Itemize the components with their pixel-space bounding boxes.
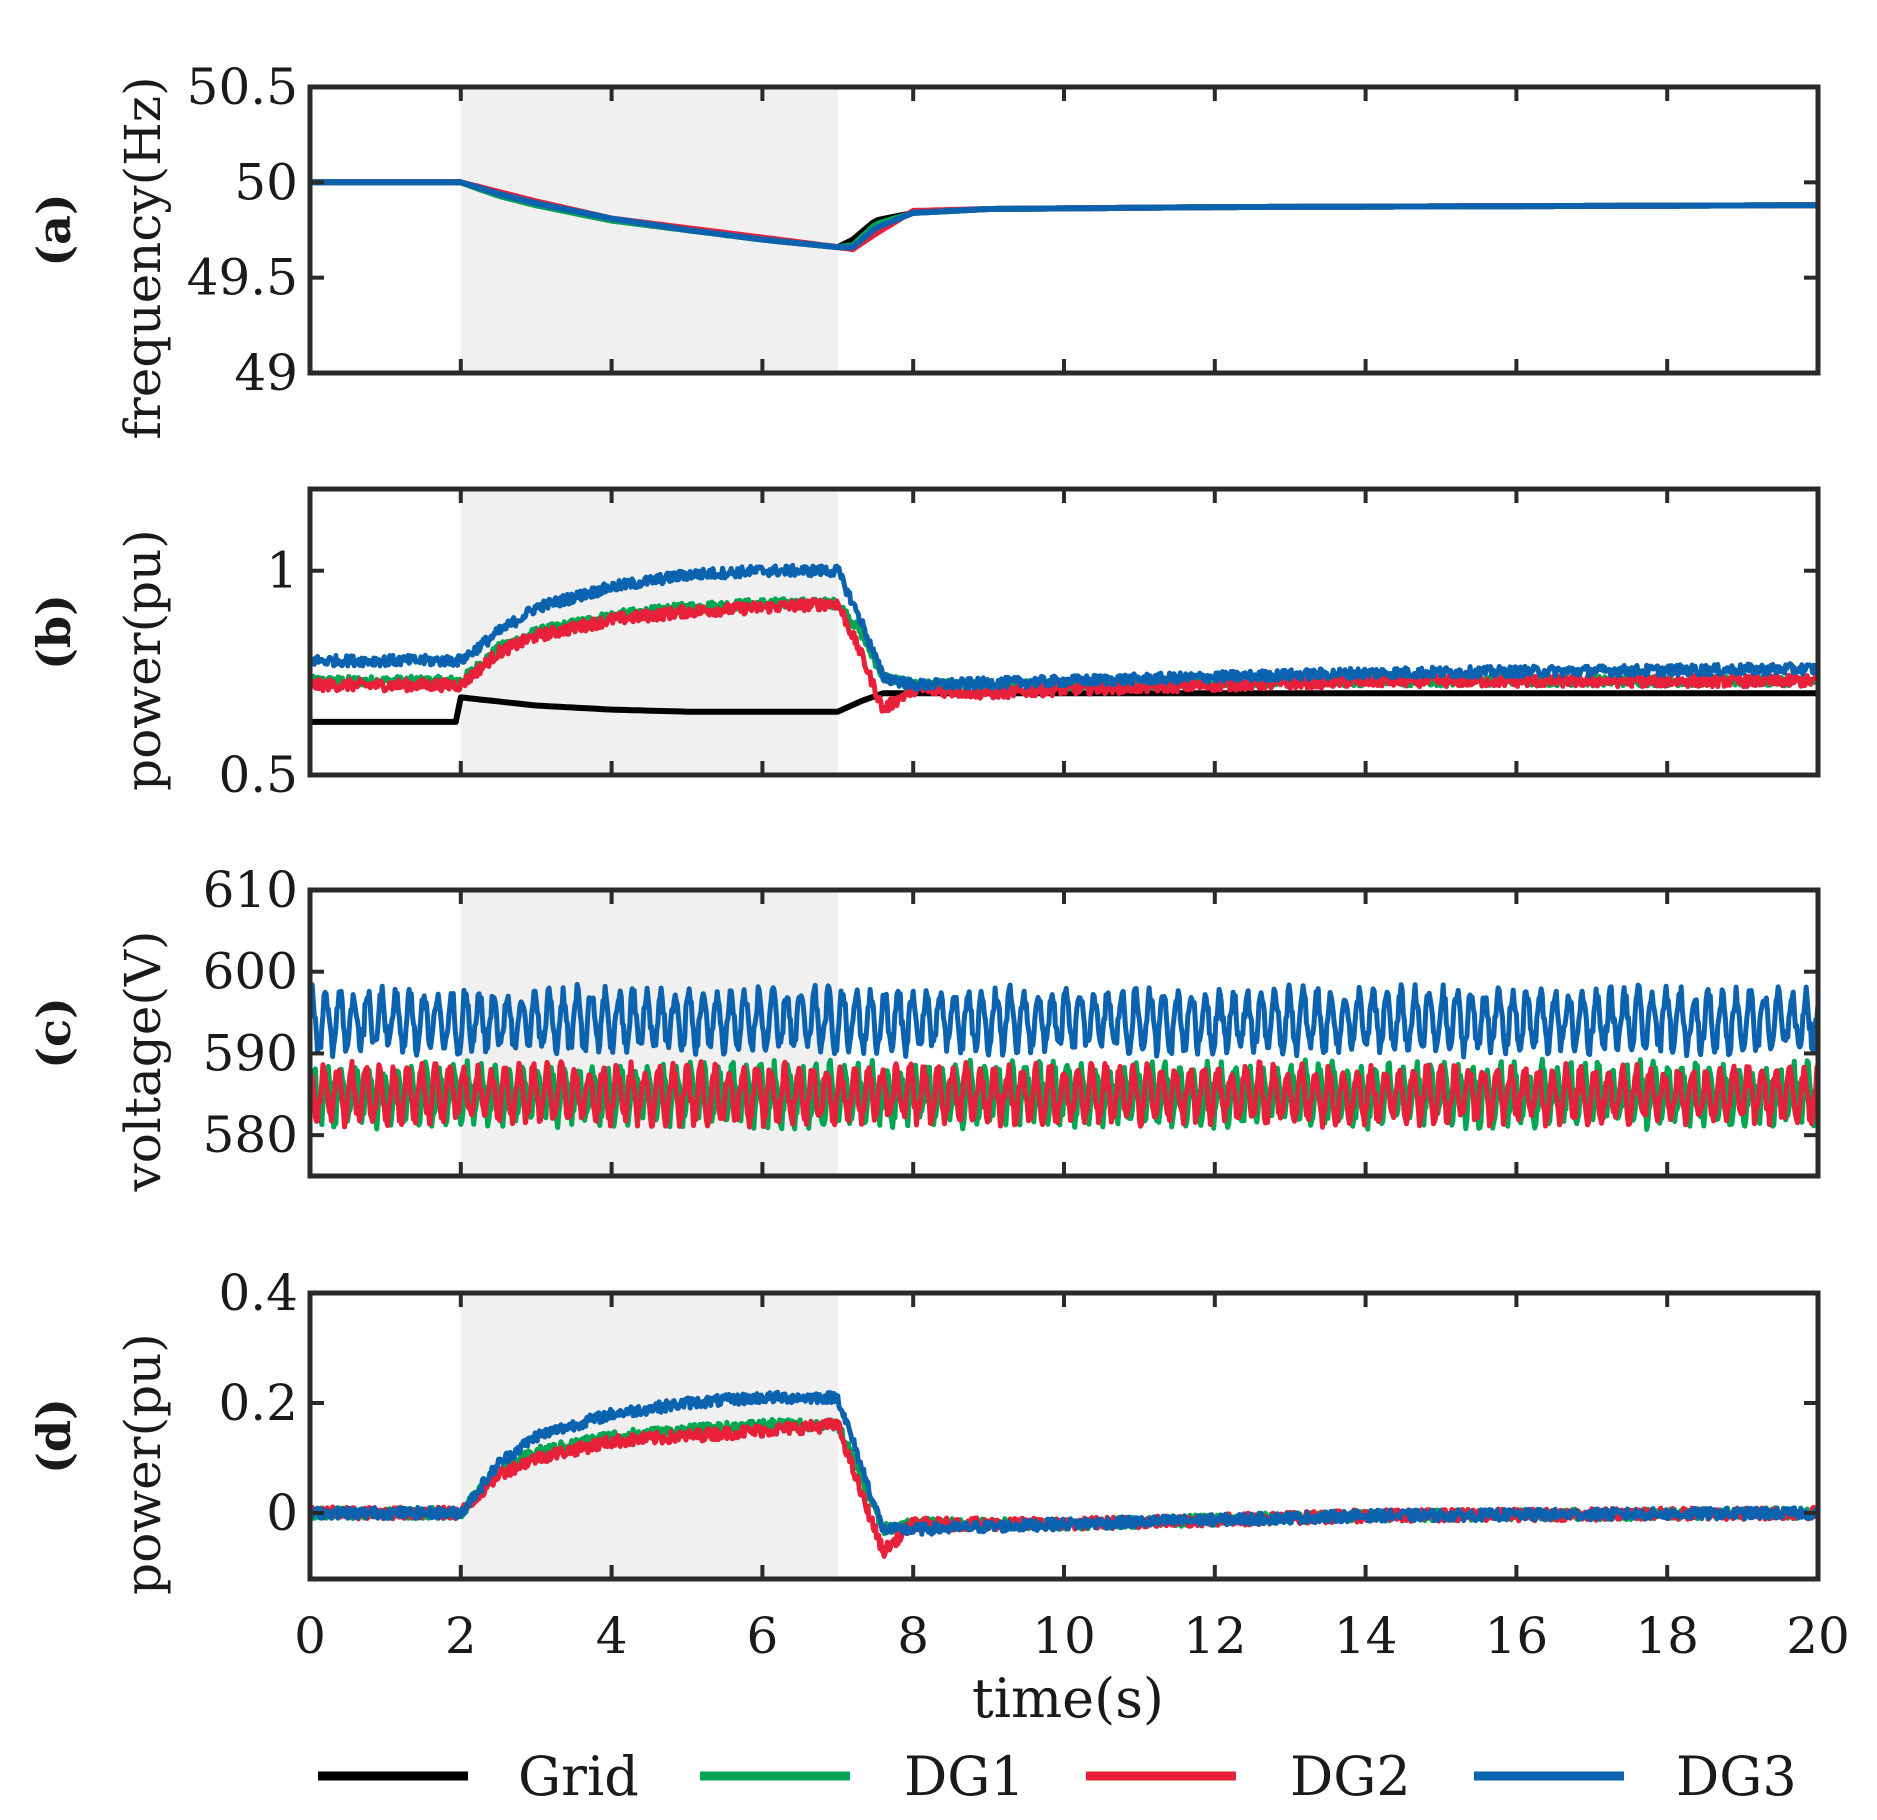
panel-b-lines bbox=[307, 562, 1821, 725]
x-tick-label: 16 bbox=[1485, 1607, 1549, 1665]
legend: Grid DG1 DG2 DG3 bbox=[318, 1745, 1797, 1808]
panel-c-ticks bbox=[308, 888, 1820, 1176]
panel-b-ticks bbox=[308, 489, 1820, 777]
panel-a-y-tick-labels: 49 49.5 50 50.5 bbox=[187, 58, 298, 402]
panel-b-y-tick-labels: 0.5 1 bbox=[218, 542, 298, 804]
panel-a-ylabel: frequency(Hz) bbox=[114, 76, 172, 439]
x-tick-label: 10 bbox=[1032, 1607, 1096, 1665]
panel-a-y-tick-label: 49 bbox=[234, 344, 298, 402]
panel-b-y-tick-label: 0.5 bbox=[218, 746, 298, 804]
panel-d-ticks bbox=[308, 1291, 1820, 1579]
panel-a-shaded-region bbox=[460, 87, 838, 373]
panel-a-lines bbox=[310, 179, 1818, 253]
x-axis-label: time(s) bbox=[972, 1667, 1164, 1730]
series-line-b-dg3 bbox=[308, 562, 1821, 692]
panel-a-y-tick-label: 50 bbox=[234, 153, 298, 211]
panel-b-ylabel: power(pu) bbox=[114, 529, 172, 791]
x-tick-label: 12 bbox=[1183, 1607, 1247, 1665]
series-line-c-dg1 bbox=[307, 1056, 1821, 1132]
legend-label-dg3: DG3 bbox=[1676, 1745, 1797, 1808]
x-tick-labels: 0 2 4 6 8 10 12 14 16 18 20 bbox=[294, 1607, 1850, 1665]
panel-c: 580 590 600 610 voltage(V) (c) bbox=[27, 861, 1821, 1193]
panel-c-lines bbox=[307, 981, 1821, 1132]
panel-d-letter: (d) bbox=[27, 1398, 81, 1474]
panel-a-y-tick-label: 49.5 bbox=[187, 249, 298, 307]
panel-a: 49 49.5 50 50.5 frequency(Hz) (a) bbox=[27, 58, 1821, 440]
panel-c-ylabel: voltage(V) bbox=[114, 931, 172, 1193]
panel-c-y-tick-label: 610 bbox=[203, 861, 298, 919]
series-line-c-dg2 bbox=[307, 1058, 1821, 1130]
series-line-c-dg3 bbox=[307, 981, 1821, 1060]
panel-a-y-tick-label: 50.5 bbox=[187, 58, 298, 116]
x-tick-label: 8 bbox=[897, 1607, 929, 1665]
panel-c-y-tick-label: 600 bbox=[203, 943, 298, 1001]
panel-b-y-tick-label: 1 bbox=[266, 542, 298, 600]
panel-d-y-tick-labels: 0 0.2 0.4 bbox=[218, 1264, 298, 1542]
series-line-a-dg3 bbox=[310, 179, 1818, 251]
legend-entry-dg2: DG2 bbox=[1086, 1745, 1411, 1808]
legend-entry-dg3: DG3 bbox=[1474, 1745, 1797, 1808]
legend-entry-grid: Grid bbox=[318, 1745, 639, 1808]
panel-d-ylabel: power(pu) bbox=[114, 1333, 172, 1595]
x-tick-label: 4 bbox=[596, 1607, 628, 1665]
panel-d-y-tick-label: 0 bbox=[266, 1484, 298, 1542]
panel-a-letter: (a) bbox=[27, 193, 81, 266]
panel-a-ticks bbox=[308, 85, 1820, 375]
panel-d-y-tick-label: 0.4 bbox=[218, 1264, 298, 1322]
x-tick-label: 2 bbox=[445, 1607, 477, 1665]
panel-c-y-tick-label: 590 bbox=[203, 1024, 298, 1082]
panel-c-y-tick-labels: 580 590 600 610 bbox=[203, 861, 298, 1164]
x-tick-label: 14 bbox=[1334, 1607, 1398, 1665]
panel-d-y-tick-label: 0.2 bbox=[218, 1374, 298, 1432]
x-tick-label: 20 bbox=[1786, 1607, 1850, 1665]
panel-c-letter: (c) bbox=[27, 997, 81, 1069]
series-line-d-dg3 bbox=[307, 1389, 1821, 1537]
panel-b-letter: (b) bbox=[27, 594, 81, 670]
panel-d-lines bbox=[307, 1389, 1821, 1559]
x-tick-label: 6 bbox=[746, 1607, 778, 1665]
panel-c-y-tick-label: 580 bbox=[203, 1106, 298, 1164]
x-tick-label: 0 bbox=[294, 1607, 326, 1665]
panel-b: 0.5 1 power(pu) (b) bbox=[27, 486, 1821, 804]
legend-entry-dg1: DG1 bbox=[700, 1745, 1025, 1808]
legend-label-dg2: DG2 bbox=[1290, 1745, 1411, 1808]
panel-b-shaded-region bbox=[460, 489, 838, 775]
legend-label-grid: Grid bbox=[518, 1745, 639, 1808]
legend-label-dg1: DG1 bbox=[904, 1745, 1025, 1808]
x-tick-label: 18 bbox=[1635, 1607, 1699, 1665]
panel-d: 0 0.2 0.4 power(pu) (d) bbox=[27, 1264, 1821, 1595]
